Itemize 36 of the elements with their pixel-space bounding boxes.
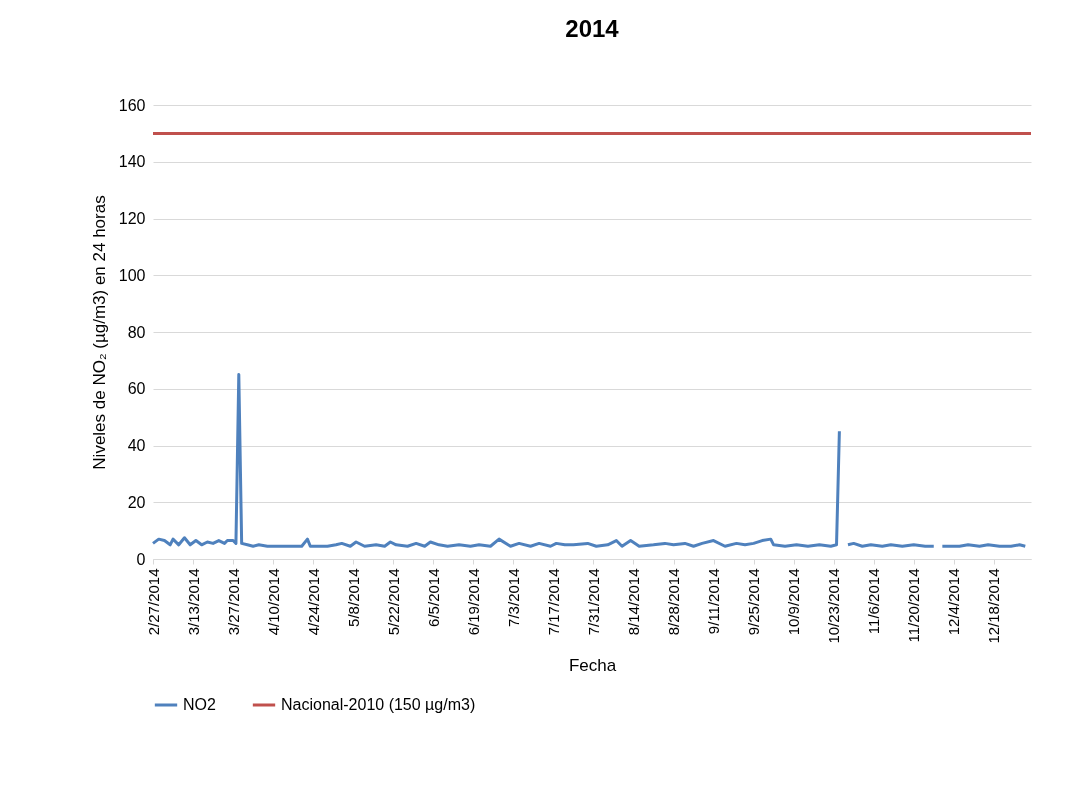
x-tick-label: 6/5/2014 [424,568,442,627]
y-tick-label: 120 [118,210,146,227]
y-axis-title: Niveles de NO₂ (µg/m3) en 24 horas [89,195,109,470]
x-tick-label: 10/23/2014 [825,568,843,644]
x-tick-label: 11/20/2014 [905,568,923,643]
x-tick-label: 11/6/2014 [865,568,883,635]
x-tick-label: 10/9/2014 [785,568,803,636]
chart-title: 2014 [565,15,620,42]
y-tick-label: 160 [118,96,146,114]
x-tick-label: 2/27/2014 [144,568,162,636]
x-tick-label: 12/18/2014 [985,568,1003,644]
y-tick-label: 20 [127,493,146,511]
x-tick-label: 8/28/2014 [665,568,683,636]
y-tick-label: 100 [118,266,146,284]
y-tick-label: 60 [127,380,146,398]
x-tick-label: 7/17/2014 [544,568,562,636]
x-tick-label: 7/3/2014 [504,568,522,627]
x-tick-label: 5/22/2014 [384,568,402,636]
x-tick-label: 4/10/2014 [264,568,282,636]
x-tick-label: 3/27/2014 [224,568,242,636]
x-tick-label: 3/13/2014 [184,568,202,636]
legend-label: NO2 [183,696,216,713]
x-tick-label: 9/25/2014 [745,568,763,636]
x-tick-label: 7/31/2014 [584,568,602,636]
y-tick-label: 140 [118,153,146,171]
x-tick-label: 5/8/2014 [344,568,362,627]
x-axis-title: Fecha [568,655,617,675]
x-tick-label: 4/24/2014 [304,568,322,636]
x-tick-label: 6/19/2014 [464,568,482,636]
y-tick-label: 0 [136,550,146,568]
y-tick-label: 40 [127,437,146,454]
x-tick-label: 9/11/2014 [705,568,723,635]
y-tick-label: 80 [127,323,146,341]
x-tick-label: 8/14/2014 [624,568,642,636]
legend-label: Nacional-2010 (150 µg/m3) [281,696,476,713]
x-tick-label: 12/4/2014 [945,568,963,636]
